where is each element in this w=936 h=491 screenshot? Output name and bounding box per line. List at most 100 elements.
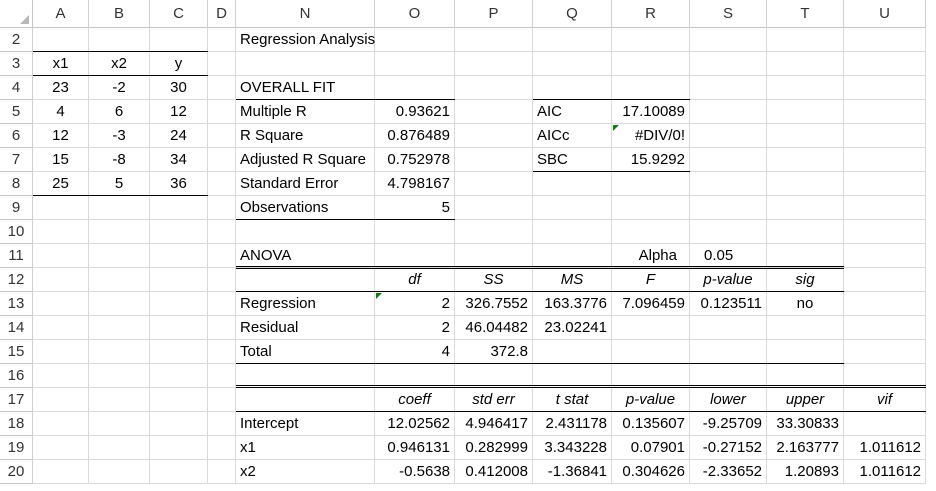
cell-t10[interactable] [767,220,844,244]
cell-c2[interactable] [150,28,208,52]
cell-o16[interactable] [375,364,455,388]
column-header-d[interactable]: D [208,0,236,28]
cell-q18[interactable]: 2.431178 [533,412,612,436]
cell-q10[interactable] [533,220,612,244]
column-header-s[interactable]: S [690,0,767,28]
cell-d13[interactable] [208,292,236,316]
row-header-5[interactable]: 5 [0,100,33,124]
row-header-17[interactable]: 17 [0,388,33,412]
cell-b6[interactable]: -3 [89,124,150,148]
cell-p3[interactable] [455,52,533,76]
cell-o8[interactable]: 4.798167 [375,172,455,196]
column-header-a[interactable]: A [33,0,89,28]
cell-n2[interactable]: Regression Analysis [236,28,375,52]
column-header-n[interactable]: N [236,0,375,28]
cell-r13[interactable]: 7.096459 [612,292,690,316]
cell-c16[interactable] [150,364,208,388]
cell-p18[interactable]: 4.946417 [455,412,533,436]
cell-r4[interactable] [612,76,690,100]
cell-u20[interactable]: 1.011612 [844,460,926,484]
cell-s19[interactable]: -0.27152 [690,436,767,460]
cell-t8[interactable] [767,172,844,196]
cell-p7[interactable] [455,148,533,172]
cell-q17[interactable]: t stat [533,388,612,412]
cell-p4[interactable] [455,76,533,100]
cell-d9[interactable] [208,196,236,220]
column-header-o[interactable]: O [375,0,455,28]
cell-a9[interactable] [33,196,89,220]
cell-b11[interactable] [89,244,150,268]
cell-b13[interactable] [89,292,150,316]
cell-b2[interactable] [89,28,150,52]
column-header-p[interactable]: P [455,0,533,28]
cell-u18[interactable] [844,412,926,436]
row-header-20[interactable]: 20 [0,460,33,484]
cell-p13[interactable]: 326.7552 [455,292,533,316]
cell-p2[interactable] [455,28,533,52]
cell-q4[interactable] [533,76,612,100]
cell-b16[interactable] [89,364,150,388]
cell-o7[interactable]: 0.752978 [375,148,455,172]
cell-q6[interactable]: AICc [533,124,612,148]
cell-s6[interactable] [690,124,767,148]
cell-n15[interactable]: Total [236,340,375,364]
cell-o15[interactable]: 4 [375,340,455,364]
cell-b5[interactable]: 6 [89,100,150,124]
cell-t20[interactable]: 1.20893 [767,460,844,484]
cell-s20[interactable]: -2.33652 [690,460,767,484]
cell-r6[interactable]: #DIV/0! [612,124,690,148]
row-header-2[interactable]: 2 [0,28,33,52]
cell-c7[interactable]: 34 [150,148,208,172]
cell-q19[interactable]: 3.343228 [533,436,612,460]
cell-s9[interactable] [690,196,767,220]
cell-o14[interactable]: 2 [375,316,455,340]
cell-b14[interactable] [89,316,150,340]
cell-n6[interactable]: R Square [236,124,375,148]
cell-p20[interactable]: 0.412008 [455,460,533,484]
cell-p14[interactable]: 46.04482 [455,316,533,340]
cell-t19[interactable]: 2.163777 [767,436,844,460]
cell-r19[interactable]: 0.07901 [612,436,690,460]
cell-a19[interactable] [33,436,89,460]
cell-t17[interactable]: upper [767,388,844,412]
row-header-7[interactable]: 7 [0,148,33,172]
cell-u19[interactable]: 1.011612 [844,436,926,460]
row-header-11[interactable]: 11 [0,244,33,268]
cell-d7[interactable] [208,148,236,172]
cell-u12[interactable] [844,268,926,292]
cell-t6[interactable] [767,124,844,148]
cell-o19[interactable]: 0.946131 [375,436,455,460]
column-header-q[interactable]: Q [533,0,612,28]
column-header-u[interactable]: U [844,0,926,28]
row-header-18[interactable]: 18 [0,412,33,436]
cell-u10[interactable] [844,220,926,244]
cell-b4[interactable]: -2 [89,76,150,100]
cell-a6[interactable]: 12 [33,124,89,148]
cell-d20[interactable] [208,460,236,484]
cell-u2[interactable] [844,28,926,52]
cell-a10[interactable] [33,220,89,244]
cell-u9[interactable] [844,196,926,220]
select-all-corner[interactable] [0,0,33,28]
cell-p8[interactable] [455,172,533,196]
cell-c20[interactable] [150,460,208,484]
row-header-6[interactable]: 6 [0,124,33,148]
cell-s10[interactable] [690,220,767,244]
cell-a12[interactable] [33,268,89,292]
row-header-16[interactable]: 16 [0,364,33,388]
cell-s4[interactable] [690,76,767,100]
cell-a7[interactable]: 15 [33,148,89,172]
cell-n5[interactable]: Multiple R [236,100,375,124]
cell-s11[interactable]: 0.05 [690,244,767,268]
cell-p15[interactable]: 372.8 [455,340,533,364]
cell-d11[interactable] [208,244,236,268]
cell-d4[interactable] [208,76,236,100]
cell-t4[interactable] [767,76,844,100]
cell-c4[interactable]: 30 [150,76,208,100]
cell-s15[interactable] [690,340,767,364]
cell-o3[interactable] [375,52,455,76]
error-indicator-icon[interactable] [613,125,619,131]
cell-q2[interactable] [533,28,612,52]
cell-p6[interactable] [455,124,533,148]
cell-d5[interactable] [208,100,236,124]
